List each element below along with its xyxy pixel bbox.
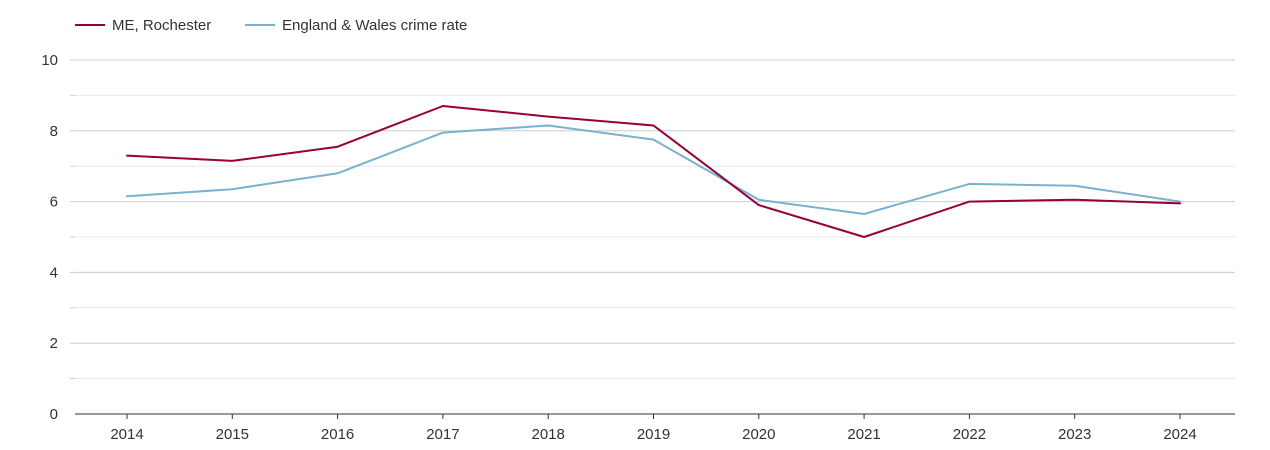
legend: ME, Rochester England & Wales crime rate (75, 17, 467, 34)
legend-item-rochester[interactable]: ME, Rochester (75, 17, 211, 34)
axis-layer: 0 2 4 6 8 10 2014 2015 2016 2017 2018 2019 2020 2021 2… (41, 52, 1235, 443)
series-layer (126, 105, 1181, 238)
series-line-rochester[interactable] (126, 105, 1181, 238)
x-tick-label: 2023 (1058, 426, 1091, 443)
legend-label-england-wales: England & Wales crime rate (282, 17, 467, 34)
y-tick-label: 2 (50, 335, 58, 352)
x-tick-label: 2022 (953, 426, 986, 443)
y-tick-label: 8 (50, 123, 58, 140)
x-tick-label: 2016 (321, 426, 354, 443)
x-tick-label: 2014 (110, 426, 143, 443)
x-tick-label: 2020 (742, 426, 775, 443)
y-tick-label: 0 (50, 406, 58, 423)
x-tick-label: 2018 (532, 426, 565, 443)
x-tick-label: 2021 (847, 426, 880, 443)
y-tick-label: 6 (50, 194, 58, 211)
legend-item-england-wales[interactable]: England & Wales crime rate (245, 17, 467, 34)
grid-layer (75, 59, 1235, 380)
legend-label-rochester: ME, Rochester (112, 17, 211, 34)
y-tick-label: 10 (41, 52, 58, 69)
x-tick-label: 2017 (426, 426, 459, 443)
x-tick-label: 2024 (1163, 426, 1196, 443)
x-tick-label: 2019 (637, 426, 670, 443)
y-tick-label: 4 (50, 264, 58, 281)
x-tick-label: 2015 (216, 426, 249, 443)
series-line-england-wales[interactable] (126, 124, 1181, 215)
